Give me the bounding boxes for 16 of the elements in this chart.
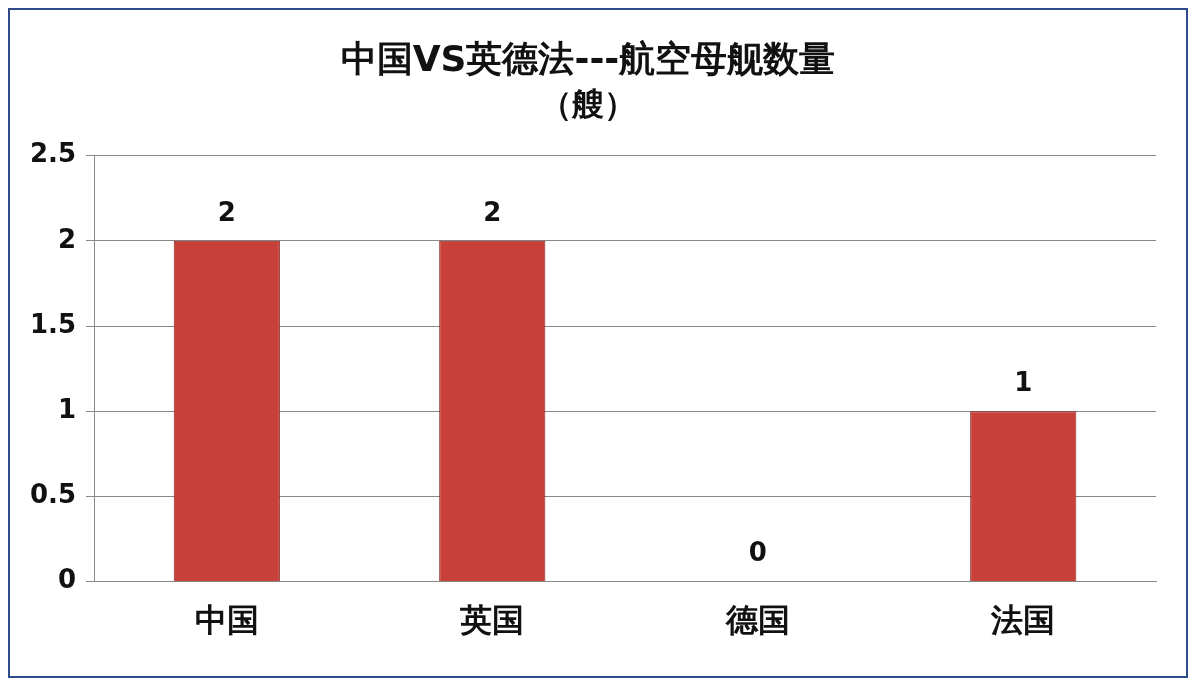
data-label: 2 — [483, 196, 502, 227]
data-label: 1 — [1014, 366, 1033, 397]
y-tick-label: 1 — [57, 393, 77, 424]
x-tick-label: 法国 — [990, 601, 1056, 640]
data-label: 2 — [217, 196, 236, 227]
chart-title: 中国VS英德法---航空母舰数量 — [340, 37, 836, 79]
y-tick-label: 2 — [57, 223, 77, 254]
x-tick-label: 德国 — [724, 601, 790, 640]
x-tick-label: 英国 — [459, 601, 525, 640]
data-label: 0 — [748, 537, 767, 568]
y-tick-label: 1.5 — [30, 308, 77, 339]
y-tick-label: 2.5 — [30, 138, 77, 169]
y-tick-label: 0 — [57, 564, 77, 595]
y-tick-label: 0.5 — [30, 479, 77, 510]
x-tick-label: 中国 — [194, 601, 259, 640]
chart-subtitle: （艘） — [540, 84, 636, 123]
